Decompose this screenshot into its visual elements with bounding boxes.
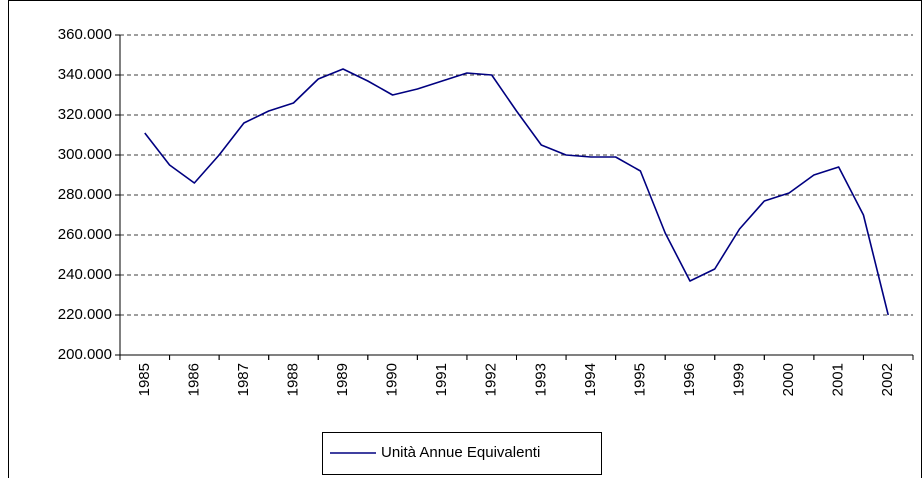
x-tick-label: 1987 [235,363,252,396]
y-tick-label: 260.000 [58,226,112,243]
x-tick-label: 1988 [284,363,301,396]
x-tick-label: 1999 [731,363,748,396]
x-tick-label: 1995 [631,363,648,396]
y-tick-label: 240.000 [58,266,112,283]
y-tick-label: 340.000 [58,66,112,83]
chart-frame [8,0,922,478]
x-tick-label: 1986 [185,363,202,396]
x-tick-label: 1992 [483,363,500,396]
x-tick-label: 1994 [582,363,599,396]
y-tick-label: 300.000 [58,146,112,163]
x-tick-label: 1990 [384,363,401,396]
y-tick-label: 220.000 [58,306,112,323]
x-tick-label: 1991 [433,363,450,396]
y-tick-label: 320.000 [58,106,112,123]
y-tick-label: 280.000 [58,186,112,203]
x-tick-label: 1996 [681,363,698,396]
x-tick-label: 1993 [532,363,549,396]
y-tick-label: 360.000 [58,26,112,43]
x-tick-label: 2001 [830,363,847,396]
x-tick-label: 2002 [879,363,896,396]
x-tick-label: 2000 [780,363,797,396]
y-tick-label: 200.000 [58,346,112,363]
legend-label: Unità Annue Equivalenti [381,444,540,461]
x-tick-label: 1985 [136,363,153,396]
data-line [144,68,889,316]
x-tick-label: 1989 [334,363,351,396]
